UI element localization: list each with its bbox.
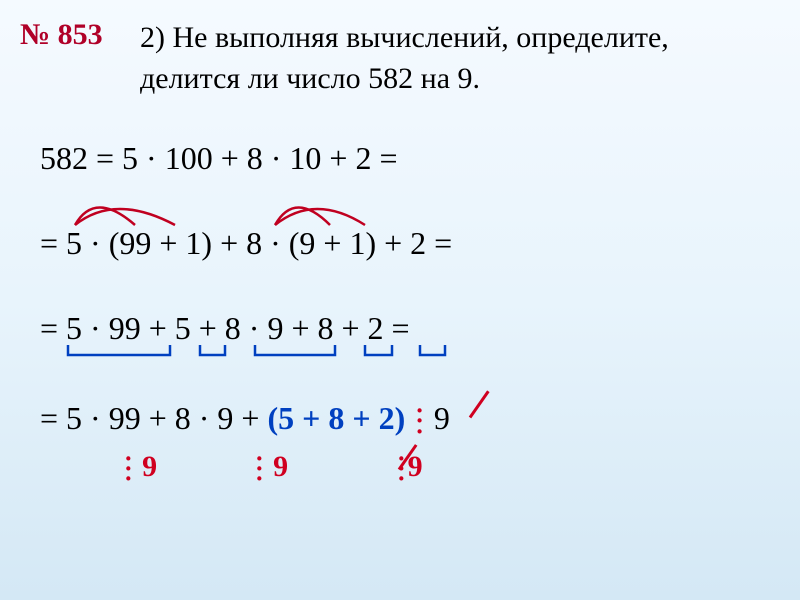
problem-number: № 853 xyxy=(20,18,103,52)
red-arcs-line2 xyxy=(40,185,460,230)
equation-line-3: = 5 · 99 + 5 + 8 · 9 + 8 + 2 = xyxy=(40,310,410,347)
problem-text: 2) Не выполняя вычислений, определите, д… xyxy=(140,18,770,99)
divide-dots-icon: ··· xyxy=(122,454,135,485)
equation-line-2: = 5 · (99 + 1) + 8 · (9 + 1) + 2 = xyxy=(40,225,452,262)
blue-brackets-line3 xyxy=(40,345,540,370)
divide-dots-icon: ··· xyxy=(253,454,266,485)
equation-line-1: 582 = 5 · 100 + 8 · 10 + 2 = xyxy=(40,140,398,177)
equation-line-4: = 5 · 99 + 8 · 9 + (5 + 8 + 2) ··· 9 xyxy=(40,400,450,437)
strike-line xyxy=(469,390,490,418)
divisor-label-2: ··· 9 xyxy=(253,450,288,485)
divide-dots-icon: ··· xyxy=(413,406,426,437)
divisor-label-1: ··· 9 xyxy=(122,450,157,485)
